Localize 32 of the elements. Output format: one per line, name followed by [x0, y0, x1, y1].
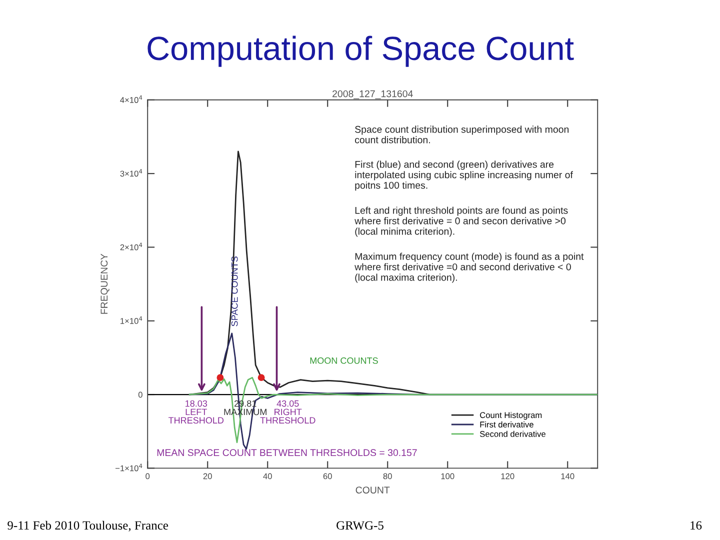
annotation: MEAN SPACE COUNT BETWEEN THRESHOLDS = 30.157 — [157, 449, 417, 456]
text: GRWG-5 — [336, 521, 384, 530]
y-tick-label: 0 — [138, 392, 142, 398]
annotation: First (blue) and second (green) derivatives are interpolated using cubic spline increasing numer of poitns 100 times. — [355, 160, 573, 191]
chart-subtitle: 2008_127_131604 — [332, 90, 413, 100]
x-tick-label: 0 — [146, 473, 150, 480]
chart-title: Computation of Space Count — [148, 36, 574, 67]
y-tick-label: 2×10$^{4}$ — [120, 242, 142, 250]
x-tick-label: 80 — [383, 473, 392, 480]
text: 9-11 Feb 2010 Toulouse, France — [8, 520, 168, 532]
annotation: Maximum frequency count (mode) is found as a point where first derivative =0 and second derivative < 0 (local maxima criterion). — [354, 252, 584, 283]
annotation: Space count distribution superimposed with moon count distribution. — [355, 126, 569, 144]
y-tick-label: 3×10$^{4}$ — [120, 169, 142, 177]
annotation: 18.03 LEFT THRESHOLD — [168, 400, 224, 424]
annotation: Left and right threshold points are found as points where first derivative = 0 and secon derivative >0 (local minima criterion). — [354, 206, 568, 237]
y-axis-title: FREQUENCY — [100, 254, 110, 314]
text: 16 — [690, 521, 702, 530]
x-tick-label: 100 — [441, 473, 454, 480]
x-axis-title: COUNT — [356, 486, 390, 494]
x-tick-label: 140 — [561, 473, 574, 480]
y-tick-label: −1×10$^{4}$ — [115, 464, 142, 472]
x-tick-label: 60 — [323, 473, 332, 480]
x-tick-label: 20 — [203, 473, 212, 480]
annotation: SPACE COUNTS — [231, 256, 238, 326]
y-tick-label: 1×10$^{4}$ — [120, 316, 142, 324]
x-tick-label: 40 — [263, 473, 272, 480]
y-tick-label: 4×10$^{4}$ — [120, 95, 142, 103]
x-tick-label: 120 — [501, 473, 514, 480]
annotation: MOON COUNTS — [310, 357, 378, 364]
legend-label: Count Histogram — [480, 412, 542, 420]
legend-label: Second derivative — [480, 430, 546, 437]
legend-label: First derivative — [480, 421, 534, 428]
